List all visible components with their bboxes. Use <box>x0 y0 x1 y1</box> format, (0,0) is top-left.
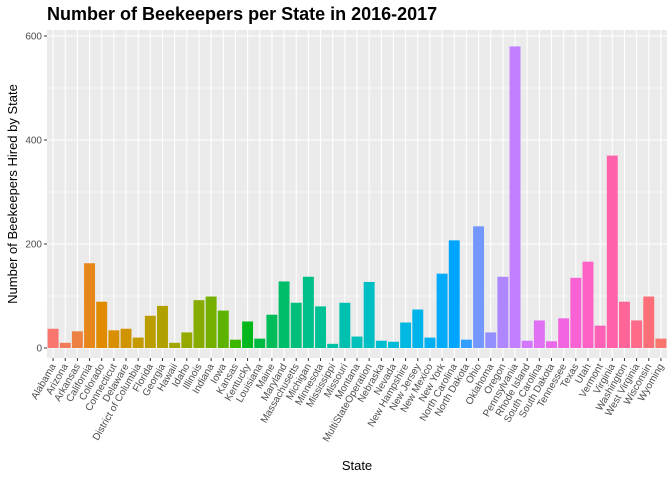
bar <box>521 340 533 348</box>
bar <box>120 328 132 348</box>
bar <box>278 281 290 348</box>
bar <box>315 306 326 348</box>
y-tick-label: 200 <box>25 240 42 251</box>
y-tick-label: 600 <box>25 32 42 43</box>
bar <box>448 240 460 348</box>
bar <box>631 320 643 348</box>
bar <box>497 276 509 348</box>
bar <box>388 341 399 348</box>
x-axis-title: State <box>342 458 372 473</box>
bars <box>47 46 667 349</box>
bar <box>424 337 436 348</box>
bar <box>254 338 266 348</box>
bar <box>546 341 557 348</box>
bar <box>157 305 168 348</box>
bar <box>47 328 59 348</box>
bar <box>71 331 83 348</box>
bar <box>217 310 229 348</box>
y-axis: 0 200 400 600 <box>25 32 47 355</box>
bar <box>181 332 193 348</box>
bar <box>594 325 606 348</box>
bar <box>266 314 278 348</box>
bar <box>375 340 387 348</box>
bar <box>229 339 241 348</box>
chart-title: Number of Beekeepers per State in 2016-2… <box>47 4 438 24</box>
bar <box>606 155 618 348</box>
bar <box>108 330 120 348</box>
bar <box>84 263 96 348</box>
bar <box>485 332 497 348</box>
bar <box>509 46 521 349</box>
y-tick-label: 400 <box>25 136 42 147</box>
bar <box>327 343 339 348</box>
bar <box>96 301 108 348</box>
bar <box>351 336 363 348</box>
bar <box>618 301 630 348</box>
bar <box>436 273 448 348</box>
x-axis: AlabamaArizonaArkansasCaliforniaColorado… <box>29 358 667 444</box>
bar <box>412 309 424 348</box>
bar <box>582 261 594 348</box>
bar <box>533 320 545 348</box>
bar <box>205 296 217 348</box>
y-axis-title: Number of Beekeepers Hired by State <box>5 84 20 304</box>
bar <box>363 281 375 348</box>
bar <box>193 300 205 348</box>
bar <box>290 302 302 348</box>
bar <box>655 338 667 348</box>
bar <box>132 337 144 348</box>
bar <box>558 318 570 348</box>
y-tick-label: 0 <box>36 344 42 355</box>
bar <box>570 277 582 348</box>
bar <box>169 342 181 348</box>
bar <box>400 322 412 348</box>
bar <box>242 321 254 348</box>
bar <box>460 339 472 348</box>
bar <box>339 302 351 348</box>
bar <box>473 226 485 348</box>
bar <box>302 276 314 348</box>
bar <box>59 342 71 348</box>
bar <box>643 296 655 348</box>
bar <box>144 315 156 348</box>
